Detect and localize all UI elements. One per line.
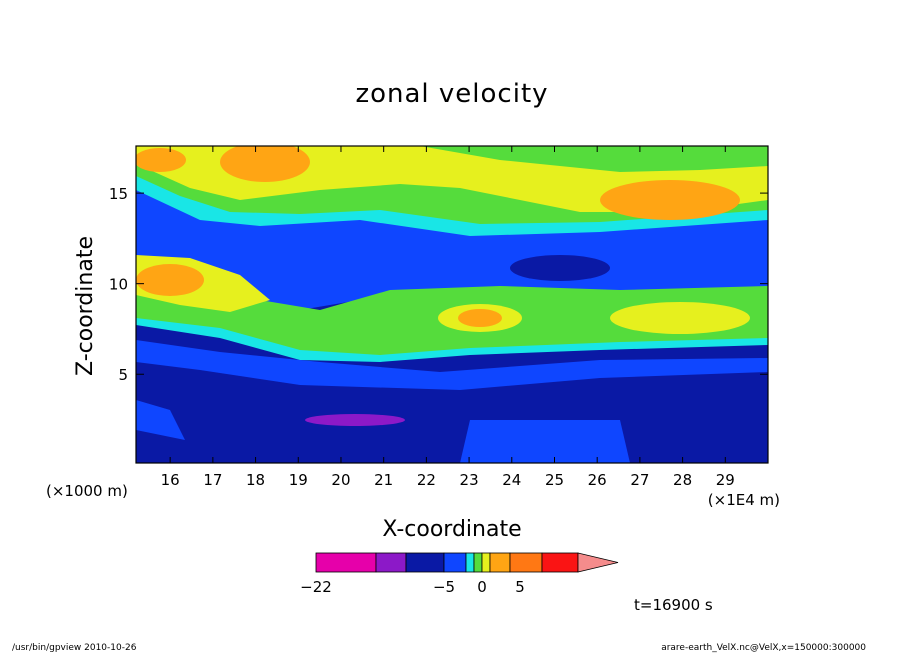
blob-yellow-right [610, 302, 750, 334]
colorbar-segment [443, 552, 467, 573]
y-scale-note: (×1000 m) [46, 482, 128, 500]
x-tick-label: 19 [289, 471, 308, 489]
time-label: t=16900 s [634, 596, 713, 614]
plot-area: 16 17 18 19 20 21 22 23 24 25 26 27 28 29 5 10 15 [109, 145, 769, 489]
colorbar-segment [315, 552, 377, 573]
x-tick-label: 18 [246, 471, 265, 489]
x-scale-note: (×1E4 m) [708, 491, 780, 509]
colorbar-extend-arrow [577, 552, 619, 573]
x-tick-label: 27 [630, 471, 649, 489]
x-tick-label: 21 [374, 471, 393, 489]
colorbar [315, 552, 619, 573]
colorbar-segment [465, 552, 475, 573]
colorbar-tick-label: −5 [433, 578, 455, 596]
x-tick-label: 23 [460, 471, 479, 489]
colorbar-tick-label: 0 [477, 578, 487, 596]
patch-purple [305, 414, 405, 426]
colorbar-segment [405, 552, 445, 573]
x-tick-label: 16 [161, 471, 180, 489]
chart-title: zonal velocity [355, 79, 548, 109]
x-axis-label: X-coordinate [382, 517, 521, 542]
x-tick-label: 17 [203, 471, 222, 489]
colorbar-tick-label: 5 [515, 578, 525, 596]
y-tick-label: 15 [109, 185, 128, 203]
y-tick-label: 10 [109, 276, 128, 294]
blob-orange-1 [600, 180, 740, 220]
x-tick-label: 26 [588, 471, 607, 489]
x-tick-label: 28 [673, 471, 692, 489]
blob-orange-left [136, 264, 204, 296]
x-tick-label: 24 [502, 471, 521, 489]
footer-left: /usr/bin/gpview 2010-10-26 [12, 643, 137, 653]
colorbar-segment [473, 552, 483, 573]
x-tick-label: 20 [331, 471, 350, 489]
patch-lower-blue [460, 420, 630, 463]
blob-orange-mid [458, 309, 502, 327]
colorbar-segment [375, 552, 407, 573]
deep-dip [510, 255, 610, 281]
y-tick-label: 5 [118, 366, 128, 384]
colorbar-segment [541, 552, 579, 573]
colorbar-tick-label: −22 [300, 578, 332, 596]
x-tick-label: 25 [545, 471, 564, 489]
plot-frame [135, 145, 769, 464]
x-tick-label: 29 [716, 471, 735, 489]
blob-orange-2 [220, 146, 310, 182]
colorbar-segment [481, 552, 491, 573]
x-axis-ticks: 16 17 18 19 20 21 22 23 24 25 26 27 28 29 [161, 146, 735, 489]
colorbar-tick-labels: −22 −5 0 5 [300, 578, 525, 596]
blob-orange-3 [136, 148, 186, 172]
band-lower-blue [136, 340, 768, 390]
x-tick-label: 22 [417, 471, 436, 489]
y-axis-label: Z-coordinate [73, 236, 98, 376]
patch-left-blue [136, 400, 185, 440]
y-axis-ticks: 5 10 15 [109, 185, 768, 384]
colorbar-segment [489, 552, 511, 573]
colorbar-segment [509, 552, 543, 573]
footer-right: arare-earth_VelX.nc@VelX,x=150000:300000 [661, 643, 866, 653]
